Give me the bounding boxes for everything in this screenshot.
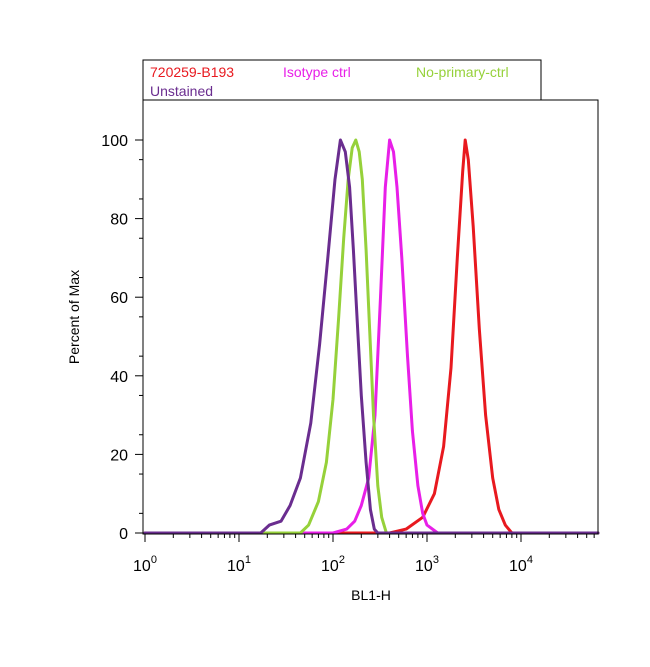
y-tick-label-0: 0 <box>119 526 128 543</box>
legend-label-isotype-ctrl: Isotype ctrl <box>283 64 351 80</box>
y-tick-label-40: 40 <box>110 369 128 386</box>
legend-box <box>142 59 542 101</box>
y-tick-label-60: 60 <box>110 290 128 307</box>
x-tick-label-1: 101 <box>227 554 251 575</box>
legend-label-720259-b193: 720259-B193 <box>150 64 234 80</box>
x-tick-label-2: 102 <box>321 554 345 575</box>
legend-label-unstained: Unstained <box>150 83 213 99</box>
series-line-3 <box>143 138 600 535</box>
series-layer <box>143 138 600 535</box>
series-line-1 <box>143 138 600 535</box>
y-tick-label-20: 20 <box>110 447 128 464</box>
y-tick-label-80: 80 <box>110 212 128 229</box>
x-axis-label: BL1-H <box>351 587 391 603</box>
series-line-4 <box>143 138 600 535</box>
legend-label-no-primary-ctrl: No-primary-ctrl <box>416 64 509 80</box>
x-tick-label-0: 100 <box>133 554 157 575</box>
y-tick-label-100: 100 <box>101 133 128 150</box>
x-tick-label-4: 104 <box>509 554 533 575</box>
series-line-2 <box>143 138 600 535</box>
x-tick-label-3: 103 <box>415 554 439 575</box>
axis-layer: 100 101 102 103 104 0 20 40 60 80 100 <box>101 133 595 575</box>
y-axis-label: Percent of Max <box>66 270 82 364</box>
